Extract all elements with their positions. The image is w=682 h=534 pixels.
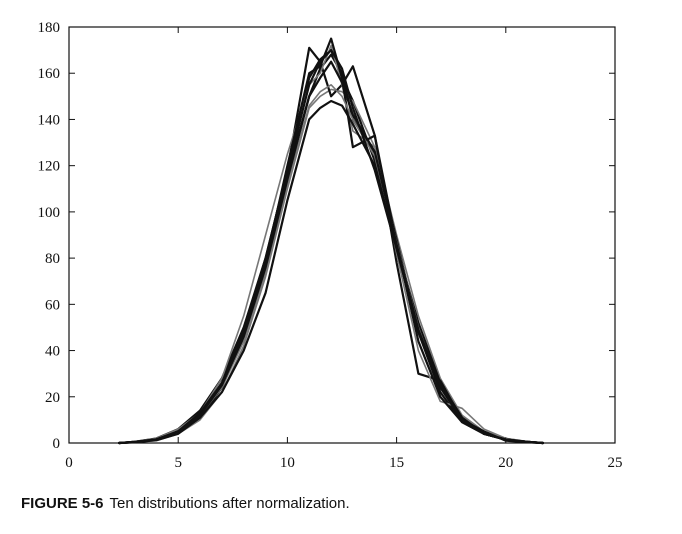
y-tick-label: 80: [45, 251, 60, 267]
y-tick-label: 160: [38, 66, 61, 82]
plot-frame: [68, 26, 616, 444]
line-chart: 0 5 10 15 20 25 0 20 40 60 80 100 120 140 160 180: [38, 20, 623, 471]
series-line-8: [118, 84, 544, 444]
y-tick-label: 0: [53, 436, 61, 452]
caption-text: Ten distributions after normalization.: [109, 495, 350, 512]
y-tick-label: 140: [38, 112, 61, 128]
series-line-10: [118, 60, 545, 445]
x-tick-label: 15: [389, 455, 404, 471]
series-line-2: [118, 88, 544, 444]
caption-label: FIGURE 5-6: [21, 495, 104, 512]
x-tick-label: 0: [65, 455, 73, 471]
x-tick-label: 20: [498, 455, 513, 471]
x-tick-label: 25: [608, 455, 623, 471]
series-line-9: [118, 48, 545, 445]
series-line-7: [118, 37, 545, 445]
series-line-1: [118, 48, 545, 445]
y-tick-label: 180: [38, 20, 61, 36]
series-line-5: [118, 44, 544, 444]
y-tick-label: 60: [45, 297, 60, 313]
figure-caption: FIGURE 5-6 Ten distributions after normal…: [21, 495, 350, 512]
y-tick-label: 120: [38, 159, 61, 175]
y-tick-label: 40: [45, 344, 60, 360]
series-line-6: [118, 99, 545, 445]
series-line-3: [118, 46, 545, 445]
series-line-4: [118, 53, 545, 445]
x-tick-label: 10: [280, 455, 295, 471]
x-tick-label: 5: [174, 455, 182, 471]
y-tick-label: 100: [38, 205, 61, 221]
y-tick-label: 20: [45, 390, 60, 406]
